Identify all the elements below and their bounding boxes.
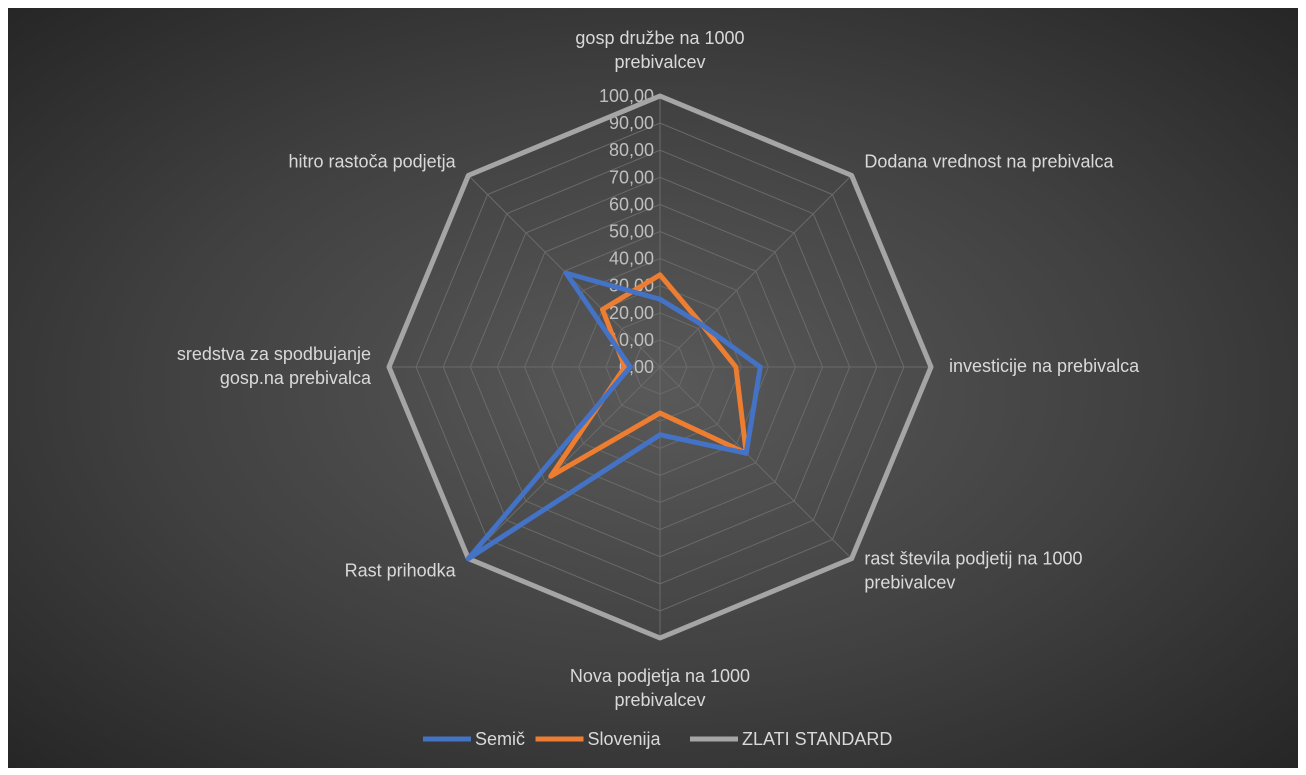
- category-label: rast števila podjetij na 1000 prebivalcev: [864, 548, 1082, 592]
- tick-label: 10,00: [609, 330, 654, 350]
- grid-spoke: [659, 366, 852, 559]
- chart-area: 0,00 10,00 20,00 30,00 40,00 50,00 60,00 70,00 8…: [8, 8, 1298, 768]
- grid-spoke: [659, 175, 852, 368]
- series-line-semič: [465, 270, 763, 562]
- category-label: investicije na prebivalca: [949, 356, 1140, 376]
- category-label: Rast prihodka: [345, 560, 457, 580]
- tick-label: 80,00: [609, 140, 654, 160]
- radar-chart: 0,0010,0020,0030,0040,0050,0060,0070,008…: [177, 28, 1140, 749]
- tick-label: 50,00: [609, 222, 654, 242]
- tick-label: 100,00: [599, 86, 654, 106]
- tick-label: 60,00: [609, 194, 654, 214]
- tick-label: 90,00: [609, 113, 654, 133]
- category-label: Nova podjetja na 1000 prebivalcev: [570, 666, 750, 710]
- radial-axis-ticks: 0,0010,0020,0030,0040,0050,0060,0070,008…: [599, 86, 654, 377]
- grid-spoke: [468, 175, 661, 368]
- series-line-zlati-standard: [386, 93, 934, 641]
- grid-spoke: [468, 366, 661, 559]
- tick-label: 40,00: [609, 249, 654, 269]
- series-line-slovenija: [548, 272, 749, 479]
- legend: Semič Slovenija ZLATI STANDARD: [423, 729, 892, 749]
- legend-label: ZLATI STANDARD: [742, 729, 892, 749]
- tick-label: 20,00: [609, 303, 654, 323]
- category-labels: gosp družbe na 1000 prebivalcev Dodana vre…: [177, 28, 1140, 710]
- legend-label: Semič: [475, 729, 525, 749]
- radar-series: [386, 93, 934, 641]
- category-label: Dodana vrednost na prebivalca: [864, 152, 1114, 172]
- legend-label: Slovenija: [588, 729, 662, 749]
- tick-label: 70,00: [609, 167, 654, 187]
- category-label: hitro rastoča podjetja: [289, 152, 457, 172]
- category-label: gosp družbe na 1000 prebivalcev: [575, 28, 744, 72]
- category-label: sredstva za spodbujanje gosp.na prebivalc…: [177, 344, 372, 388]
